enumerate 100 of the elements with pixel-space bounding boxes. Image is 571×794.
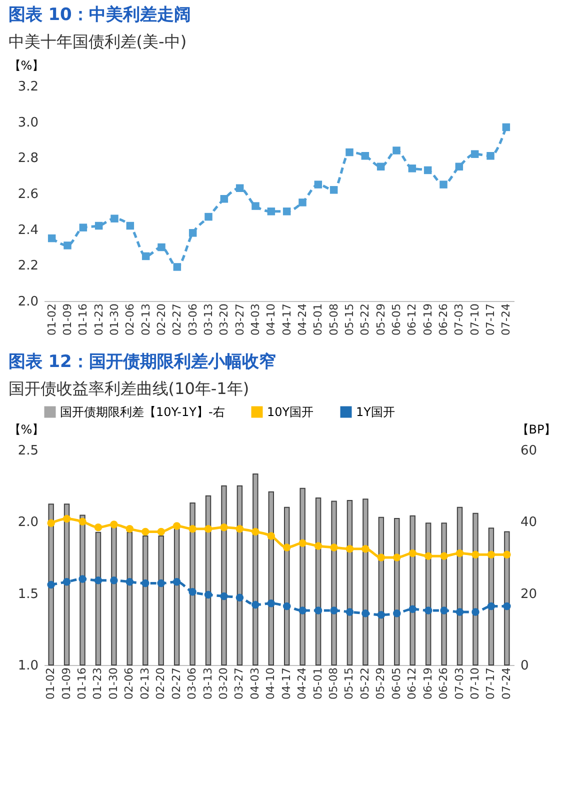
point: [142, 528, 150, 536]
point: [157, 579, 165, 588]
point: [142, 252, 150, 260]
x-tick-label: 04-17: [280, 668, 293, 700]
point: [377, 610, 386, 619]
point: [236, 184, 244, 192]
point: [78, 575, 86, 583]
x-tick-label: 01-23: [92, 304, 106, 336]
x-tick-label: 06-05: [390, 304, 403, 336]
x-tick-label: 03-27: [233, 304, 246, 336]
point: [314, 542, 322, 550]
point: [142, 579, 150, 588]
y-tick-label: 2.4: [18, 222, 38, 238]
x-tick-label: 01-02: [45, 304, 58, 336]
bar: [48, 504, 54, 666]
point: [362, 545, 370, 553]
point: [47, 580, 55, 589]
x-tick-label: 05-08: [327, 304, 340, 336]
point: [220, 195, 228, 203]
point: [110, 520, 118, 528]
x-tick-label: 07-24: [500, 304, 513, 336]
x-tick-label: 02-20: [155, 304, 168, 336]
y2-tick-label: 60: [520, 444, 538, 458]
y2-tick-label: 40: [520, 515, 538, 530]
point: [188, 229, 197, 237]
point: [298, 198, 306, 206]
point: [503, 550, 511, 558]
point: [393, 610, 401, 618]
x-tick-label: 06-12: [406, 304, 419, 336]
x-tick-label: 05-15: [342, 668, 356, 700]
point: [172, 522, 181, 530]
point: [377, 554, 386, 562]
bar: [504, 531, 510, 666]
bar: [126, 532, 133, 666]
chart-subtitle: 国开债收益率利差曲线(10年-1年): [8, 379, 250, 398]
point: [173, 263, 182, 271]
chart-title: 图表 10：中美利差走阔: [8, 5, 191, 25]
point: [94, 576, 102, 584]
point: [267, 532, 276, 540]
point: [282, 208, 291, 216]
x-tick-label: 05-22: [358, 668, 372, 700]
point: [330, 186, 338, 194]
point: [188, 588, 196, 596]
point: [110, 214, 118, 222]
bar: [394, 518, 400, 666]
point: [157, 528, 165, 536]
chart-subtitle: 中美十年国债利差(美-中): [8, 32, 187, 51]
bar: [362, 498, 368, 666]
x-tick-label: 05-01: [311, 668, 324, 700]
y-tick-label: 2.2: [18, 258, 38, 274]
point: [94, 222, 103, 230]
point: [282, 544, 291, 552]
x-tick-label: 03-27: [232, 668, 246, 700]
x-tick-label: 01-23: [91, 668, 104, 700]
point: [110, 576, 118, 584]
x-tick-label: 07-17: [484, 668, 498, 700]
x-tick-label: 05-08: [327, 668, 340, 700]
y-tick-label: 3.0: [18, 115, 38, 130]
x-tick-label: 02-13: [139, 304, 152, 336]
x-tick-label: 07-17: [484, 304, 497, 336]
y-tick-label: 2.8: [18, 151, 38, 166]
point: [376, 162, 385, 170]
point: [126, 222, 134, 230]
x-tick-label: 03-06: [186, 304, 200, 336]
y-tick-label: 2.0: [18, 515, 38, 530]
point: [456, 549, 464, 558]
x-tick-label: 02-27: [170, 304, 184, 336]
x-tick-label: 02-27: [170, 668, 183, 700]
bar: [142, 536, 148, 666]
point: [330, 544, 338, 552]
x-tick-label: 03-06: [186, 668, 199, 700]
x-tick-label: 03-20: [218, 304, 231, 336]
point: [252, 528, 260, 536]
x-tick-label: 04-17: [280, 304, 294, 336]
point: [79, 224, 88, 232]
y-tick-label: 2.5: [18, 444, 38, 458]
point: [48, 234, 56, 242]
y-tick-label: 3.2: [18, 80, 38, 94]
point: [408, 549, 416, 558]
point: [220, 592, 228, 600]
y-axis-title: 【%】: [8, 58, 44, 72]
point: [204, 212, 212, 221]
x-tick-label: 06-05: [390, 668, 403, 700]
point: [486, 152, 494, 160]
x-tick-label: 01-30: [106, 668, 120, 700]
point: [62, 578, 71, 586]
point: [64, 242, 72, 250]
bar: [331, 500, 337, 666]
x-tick-label: 05-29: [374, 668, 388, 700]
point: [472, 550, 480, 558]
point: [236, 594, 244, 602]
x-tick-label: 07-24: [500, 668, 513, 700]
x-tick-label: 04-03: [248, 668, 262, 700]
x-tick-label: 02-20: [154, 668, 168, 700]
x-tick-label: 01-16: [76, 304, 90, 336]
x-tick-label: 01-09: [60, 668, 73, 700]
y2-tick-label: 20: [520, 586, 538, 602]
y-tick-label: 2.0: [18, 294, 38, 310]
point: [62, 514, 71, 523]
x-tick-label: 01-09: [61, 304, 74, 336]
